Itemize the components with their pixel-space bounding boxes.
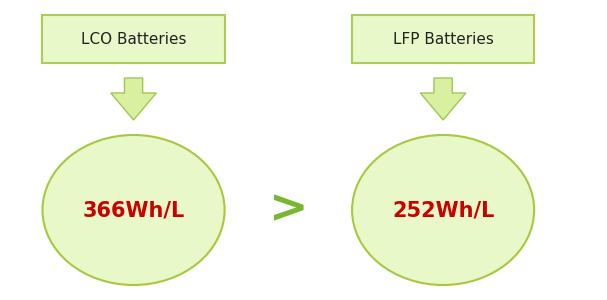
- Text: 366Wh/L: 366Wh/L: [83, 200, 185, 220]
- Ellipse shape: [352, 135, 534, 285]
- FancyBboxPatch shape: [42, 15, 225, 63]
- Ellipse shape: [42, 135, 225, 285]
- FancyArrow shape: [110, 78, 157, 120]
- Text: >: >: [268, 188, 308, 232]
- FancyBboxPatch shape: [352, 15, 534, 63]
- FancyArrow shape: [420, 78, 466, 120]
- Text: LCO Batteries: LCO Batteries: [81, 32, 186, 46]
- Text: 252Wh/L: 252Wh/L: [392, 200, 494, 220]
- Text: LFP Batteries: LFP Batteries: [393, 32, 493, 46]
